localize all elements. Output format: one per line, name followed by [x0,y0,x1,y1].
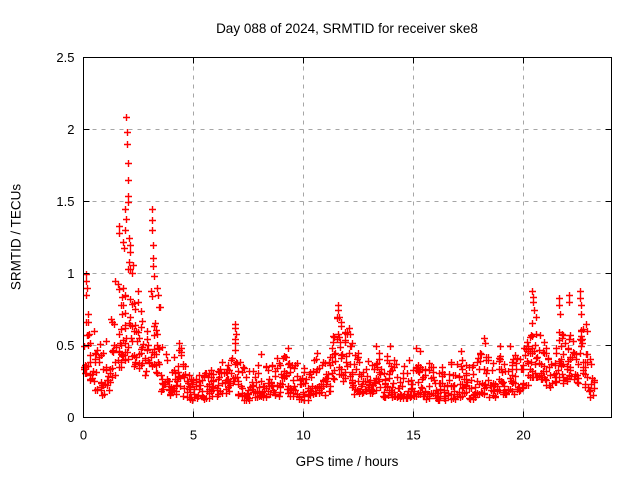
scatter-points [81,114,598,404]
svg-text:0: 0 [80,428,87,443]
axis-ticks [83,57,612,418]
gridlines [83,57,612,418]
svg-text:20: 20 [516,428,530,443]
x-tick-labels: 0 5 10 15 20 [80,428,531,443]
svg-text:1.5: 1.5 [56,194,74,209]
chart-title: Day 088 of 2024, SRMTID for receiver ske… [216,21,478,36]
plot-border [83,57,612,418]
svg-text:1: 1 [67,266,74,281]
svg-text:0: 0 [67,410,74,425]
x-axis-label: GPS time / hours [295,454,399,469]
svg-text:0.5: 0.5 [56,338,74,353]
y-tick-labels: 0 0.5 1 1.5 2 2.5 [56,50,74,425]
svg-text:15: 15 [406,428,420,443]
svg-text:5: 5 [190,428,197,443]
svg-text:2.5: 2.5 [56,50,74,65]
svg-text:10: 10 [296,428,310,443]
svg-text:2: 2 [67,122,74,137]
